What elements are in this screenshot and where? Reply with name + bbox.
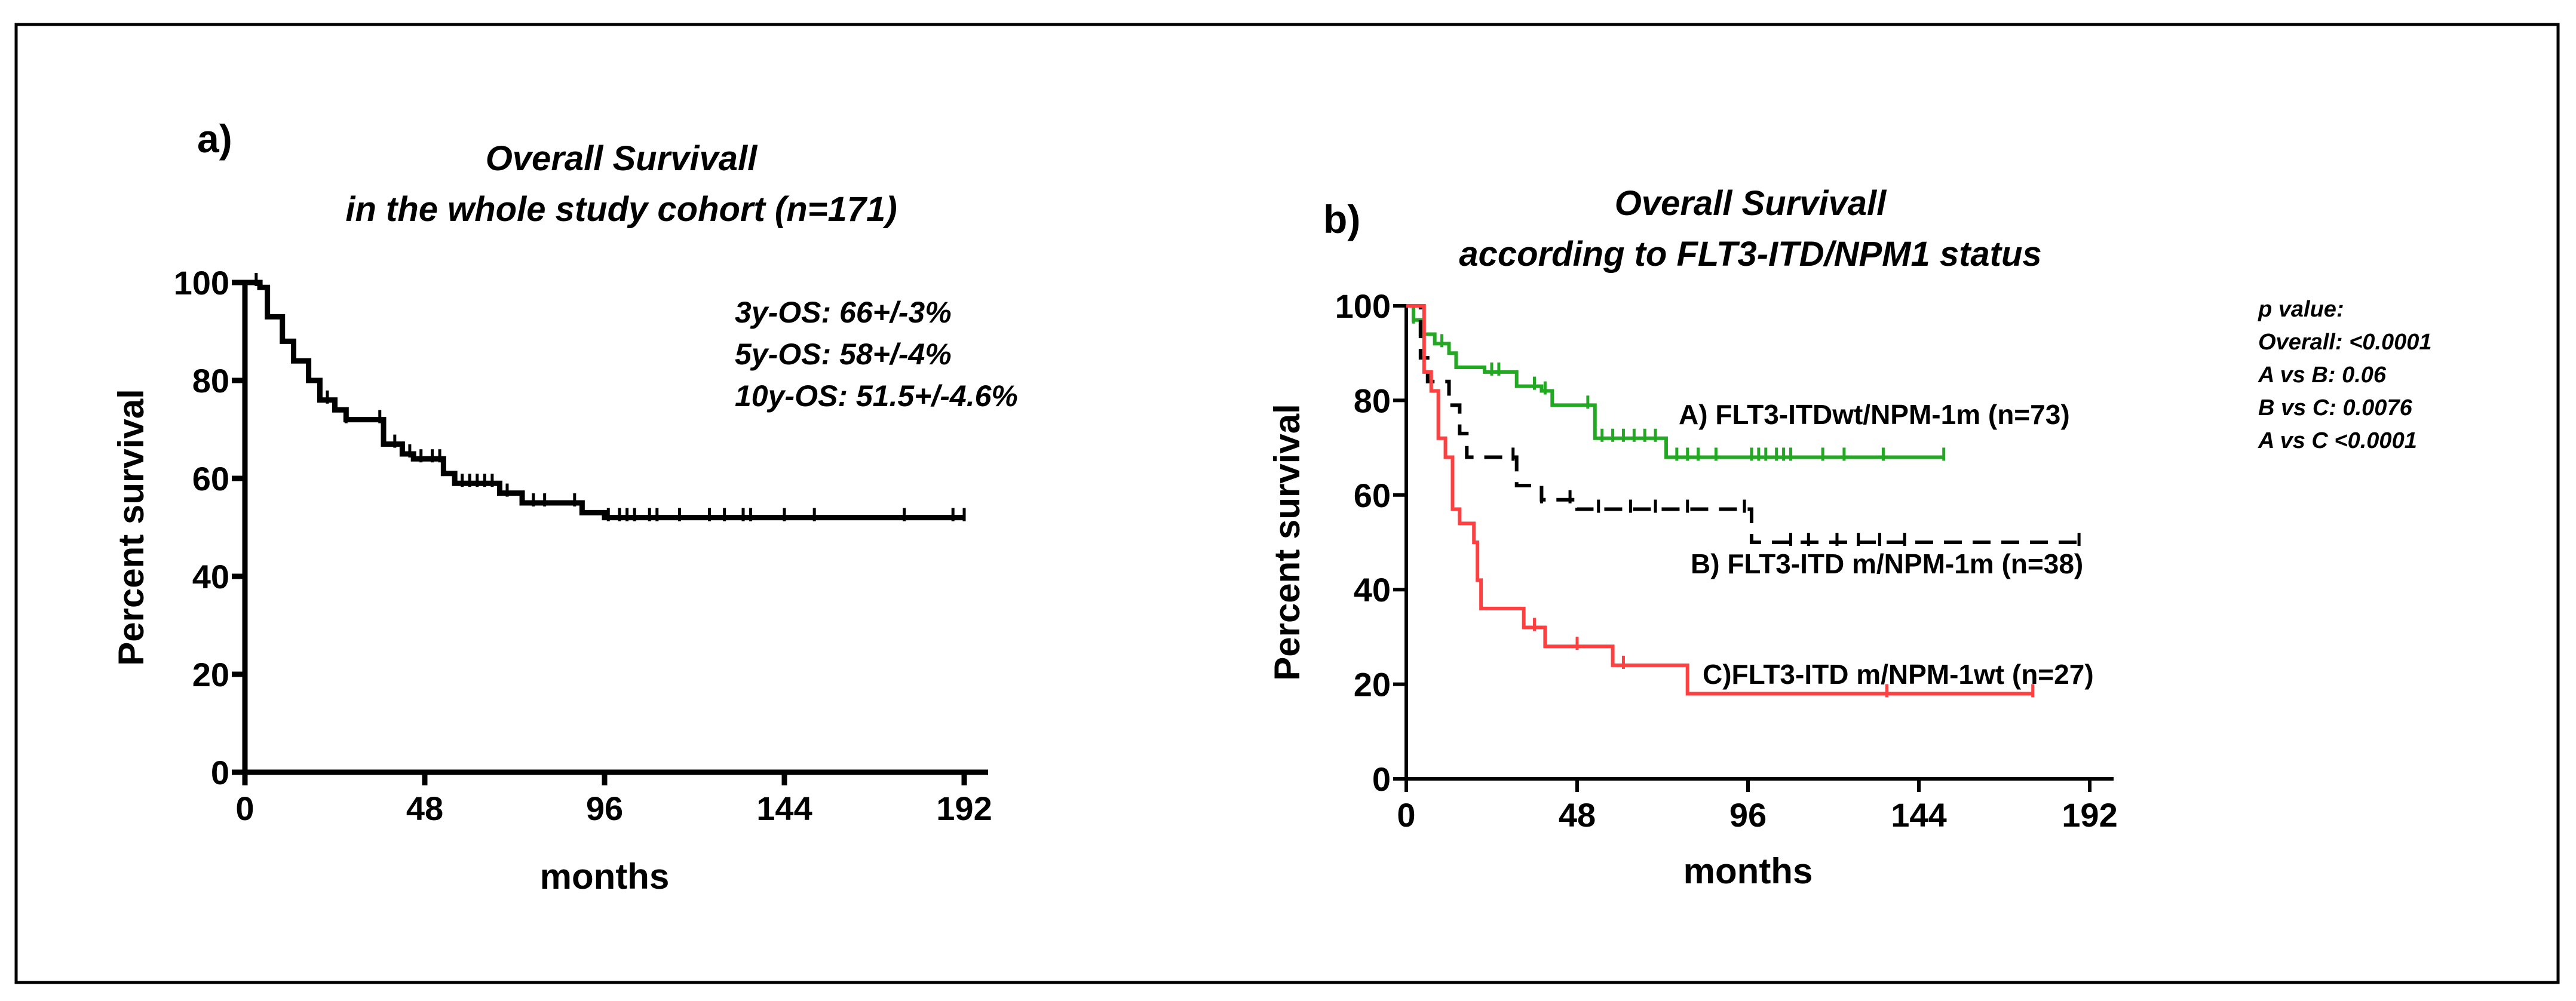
x-tick-label: 144: [756, 790, 812, 827]
y-tick-label: 20: [192, 656, 229, 693]
y-tick-label: 40: [1354, 571, 1391, 609]
panel-a-title-line1: Overall Survivall: [486, 139, 758, 178]
p-value-a-vs-b: A vs B: 0.06: [2258, 363, 2387, 388]
x-tick-label: 96: [586, 790, 623, 827]
y-tick-label: 20: [1354, 666, 1391, 704]
y-tick-label: 80: [1354, 382, 1391, 419]
survival-curve-0: [245, 280, 964, 521]
y-tick-label: 80: [192, 362, 229, 400]
p-value-overall: Overall: <0.0001: [2258, 330, 2432, 355]
p-value-heading: p value:: [2258, 297, 2344, 322]
y-tick-label: 60: [1354, 477, 1391, 514]
y-tick-label: 0: [211, 754, 229, 791]
x-axis-label: months: [540, 856, 670, 896]
legend-c: C)FLT3-ITD m/NPM-1wt (n=27): [1703, 659, 2094, 690]
y-axis-label: Percent survival: [111, 389, 151, 666]
panel-a-title-line2: in the whole study cohort (n=171): [345, 190, 897, 229]
y-tick-label: 40: [192, 558, 229, 595]
legend-b: B) FLT3-ITD m/NPM-1m (n=38): [1691, 548, 2083, 579]
p-value-b-vs-c: B vs C: 0.0076: [2258, 395, 2413, 420]
x-tick-label: 0: [235, 790, 254, 827]
p-value-a-vs-c: A vs C <0.0001: [2258, 428, 2417, 453]
survival-curve-0: [1406, 304, 1944, 459]
panel-a-label: a): [197, 116, 232, 161]
panel-b-plot: 0 20 40 60 80 100 0 48 96 144 192 months Percent sur…: [1267, 287, 2118, 891]
x-tick-label: 192: [936, 790, 992, 827]
survival-curve-1: [1406, 304, 2080, 544]
x-tick-label: 0: [1397, 796, 1415, 834]
annotation-5y-os: 5y-OS: 58+/-4%: [735, 337, 952, 371]
panel-b-title-line2: according to FLT3-ITD/NPM1 status: [1459, 235, 2041, 274]
panel-b-title-line1: Overall Survivall: [1615, 184, 1887, 223]
annotation-3y-os: 3y-OS: 66+/-3%: [735, 296, 952, 329]
y-axis-label: Percent survival: [1267, 404, 1307, 681]
figure-frame: [14, 23, 2560, 984]
x-axis-label: months: [1683, 851, 1813, 891]
legend-a: A) FLT3-ITDwt/NPM-1m (n=73): [1679, 399, 2070, 430]
annotation-10y-os: 10y-OS: 51.5+/-4.6%: [735, 379, 1018, 413]
y-tick-label: 100: [1335, 287, 1391, 325]
panel-a-plot: 0 20 40 60 80 100 0 48 96 144 192 months Percent sur…: [111, 264, 992, 896]
y-tick-label: 100: [174, 264, 229, 302]
x-tick-label: 144: [1891, 796, 1946, 834]
y-tick-label: 0: [1372, 760, 1391, 798]
x-tick-label: 192: [2062, 796, 2117, 834]
x-tick-label: 48: [406, 790, 443, 827]
x-tick-label: 48: [1559, 796, 1596, 834]
y-tick-label: 60: [192, 460, 229, 498]
panel-b-label: b): [1323, 197, 1360, 241]
x-tick-label: 96: [1729, 796, 1767, 834]
survival-curve-2: [1406, 304, 2033, 696]
